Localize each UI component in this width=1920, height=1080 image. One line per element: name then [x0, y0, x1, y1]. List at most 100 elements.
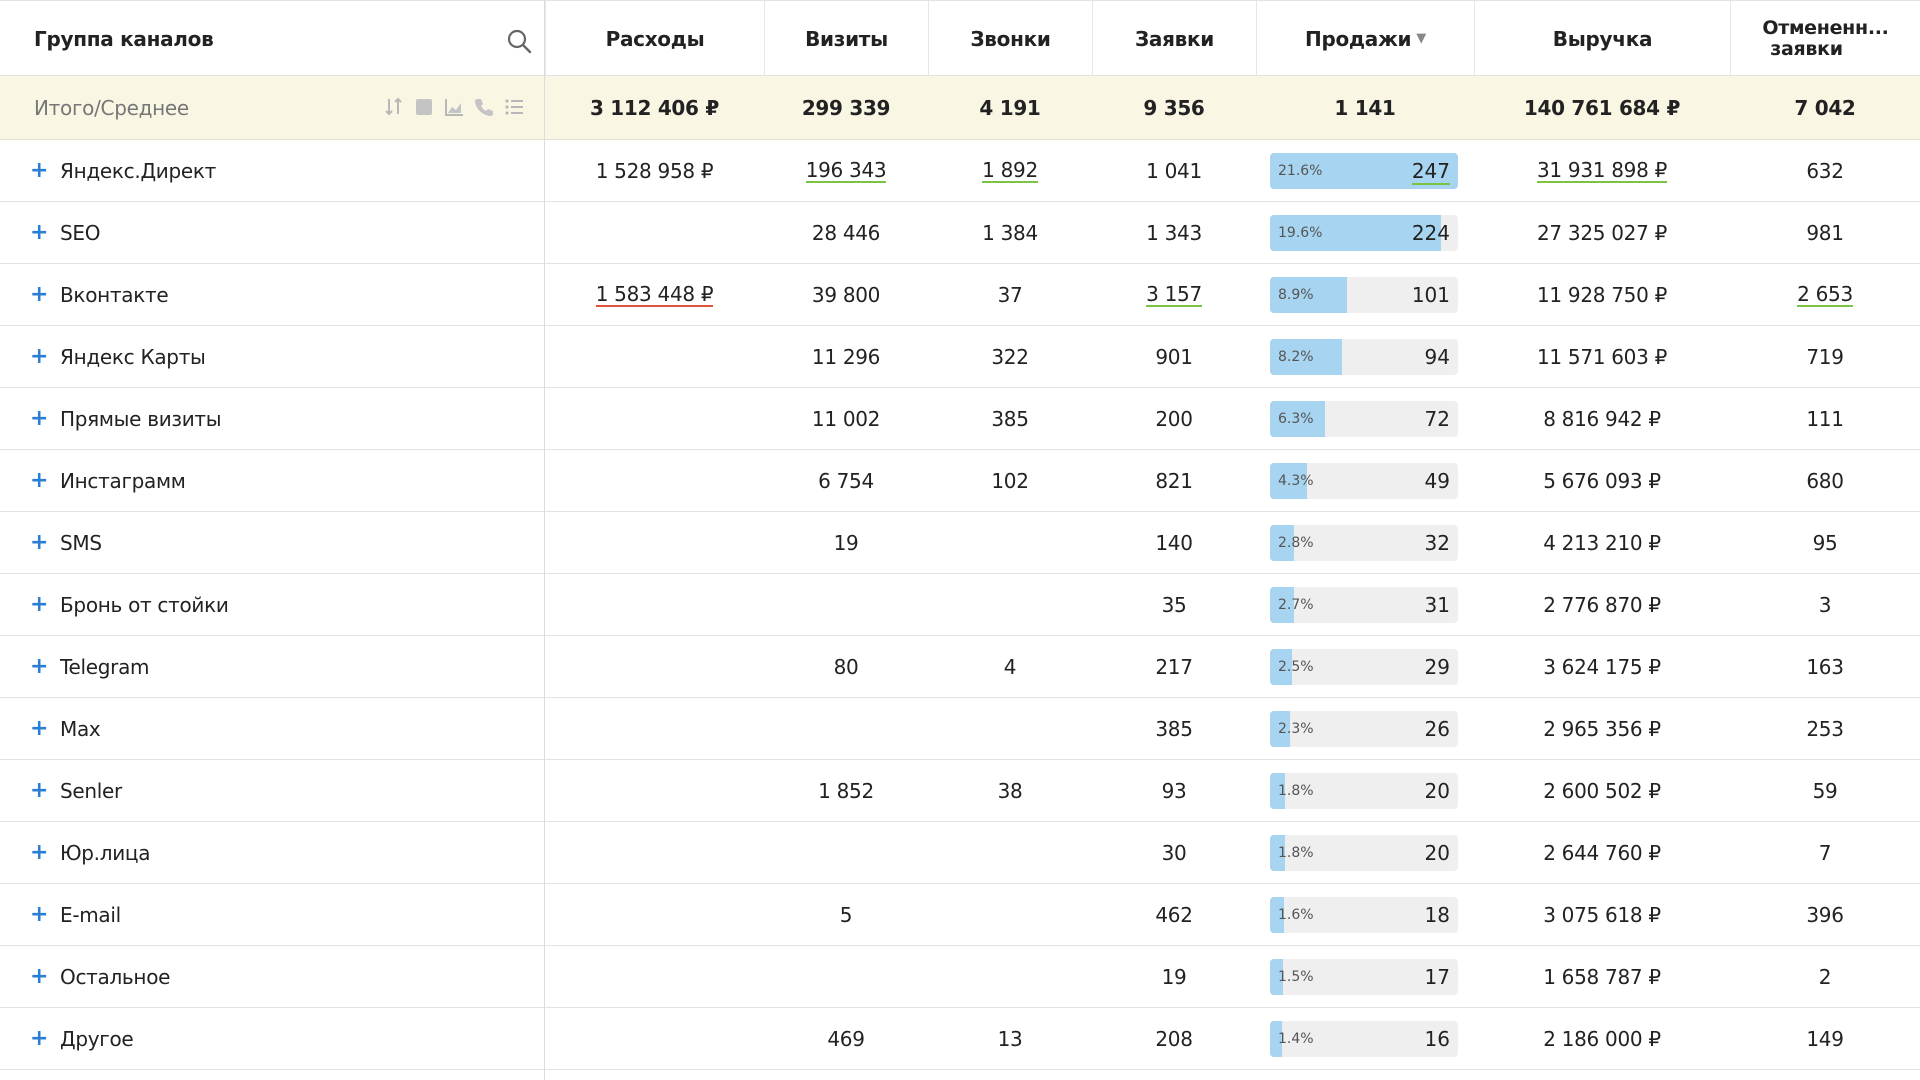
header-sales[interactable]: Продажи ▼	[1256, 1, 1474, 76]
calls-cell: 385	[928, 388, 1092, 449]
revenue-value: 3 624 175 ₽	[1543, 654, 1661, 679]
sales-share: 6.3%	[1278, 411, 1314, 427]
expand-plus-icon[interactable]: +	[30, 468, 49, 493]
header-calls[interactable]: Звонки	[928, 1, 1092, 76]
requests-value: 821	[1155, 468, 1193, 493]
channel-name[interactable]: Telegram	[60, 654, 150, 679]
phone-icon[interactable]	[473, 96, 495, 118]
sales-bar-fill	[1270, 401, 1325, 437]
expand-plus-icon[interactable]: +	[30, 282, 49, 307]
table-row[interactable]: + Юр.лица 30 1.8% 20 2 644 760 ₽ 7	[0, 822, 1920, 884]
cancelled-value: 981	[1806, 220, 1844, 245]
header-expenses[interactable]: Расходы	[545, 1, 764, 76]
channel-name[interactable]: Senler	[60, 778, 122, 803]
requests-cell: 1 343	[1092, 202, 1256, 263]
sales-bar-fill	[1270, 463, 1308, 499]
channel-name[interactable]: Юр.лица	[60, 840, 151, 865]
cancelled-value: 2 653	[1797, 281, 1853, 307]
cancelled-cell: 3	[1730, 574, 1920, 635]
expand-plus-icon[interactable]: +	[30, 840, 49, 865]
expand-plus-icon[interactable]: +	[30, 220, 49, 245]
expand-plus-icon[interactable]: +	[30, 902, 49, 927]
sales-bar: 2.7% 31	[1270, 587, 1458, 623]
area-chart-icon[interactable]	[443, 96, 465, 118]
cancelled-cell: 59	[1730, 760, 1920, 821]
expand-plus-icon[interactable]: +	[30, 158, 49, 183]
header-group-label: Группа каналов	[34, 26, 214, 51]
search-icon[interactable]	[506, 28, 532, 54]
requests-cell: 208	[1092, 1008, 1256, 1069]
cancelled-value: 396	[1806, 902, 1844, 927]
table-row[interactable]: + SEO 28 446 1 384 1 343 19.6% 224 27 32…	[0, 202, 1920, 264]
calls-value: 102	[991, 468, 1029, 493]
sales-bar: 2.3% 26	[1270, 711, 1458, 747]
channel-name[interactable]: Остальное	[60, 964, 171, 989]
table-row[interactable]: + Senler 1 852 38 93 1.8% 20 2 600 502 ₽…	[0, 760, 1920, 822]
cancelled-cell: 253	[1730, 698, 1920, 759]
table-row[interactable]: + Max 385 2.3% 26 2 965 356 ₽ 253	[0, 698, 1920, 760]
channel-cell: + Яндекс Карты	[0, 326, 545, 387]
totals-cancelled: 7 042	[1794, 95, 1856, 120]
table-row[interactable]: + Бронь от стойки 35 2.7% 31 2 776 870 ₽…	[0, 574, 1920, 636]
calls-cell	[928, 822, 1092, 883]
revenue-value: 2 186 000 ₽	[1543, 1026, 1661, 1051]
sort-icon[interactable]	[383, 96, 405, 118]
channel-name[interactable]: Яндекс.Директ	[60, 158, 216, 183]
sales-value-wrap: 247	[1411, 153, 1450, 189]
sales-value: 224	[1411, 221, 1450, 245]
table-row[interactable]: + Остальное 19 1.5% 17 1 658 787 ₽ 2	[0, 946, 1920, 1008]
sales-value-wrap: 224	[1412, 215, 1450, 251]
expand-plus-icon[interactable]: +	[30, 592, 49, 617]
sales-value: 32	[1424, 531, 1450, 555]
table-row[interactable]: + SMS 19 140 2.8% 32 4 213 210 ₽ 95	[0, 512, 1920, 574]
table-row[interactable]: + Прямые визиты 11 002 385 200 6.3% 72 8…	[0, 388, 1920, 450]
expand-plus-icon[interactable]: +	[30, 778, 49, 803]
table-row[interactable]: + E-mail 5 462 1.6% 18 3 075 618 ₽ 396	[0, 884, 1920, 946]
header-visits[interactable]: Визиты	[764, 1, 928, 76]
sales-bar: 1.4% 16	[1270, 1021, 1458, 1057]
expand-plus-icon[interactable]: +	[30, 406, 49, 431]
list-icon[interactable]	[503, 96, 525, 118]
channel-name[interactable]: Яндекс Карты	[60, 344, 206, 369]
expand-plus-icon[interactable]: +	[30, 344, 49, 369]
table-row[interactable]: + Яндекс.Директ 1 528 958 ₽ 196 343 1 89…	[0, 140, 1920, 202]
expand-plus-icon[interactable]: +	[30, 716, 49, 741]
header-revenue[interactable]: Выручка	[1474, 1, 1730, 76]
table-row[interactable]: + Вконтакте 1 583 448 ₽ 39 800 37 3 157 …	[0, 264, 1920, 326]
expand-plus-icon[interactable]: +	[30, 964, 49, 989]
calls-cell	[928, 698, 1092, 759]
channel-name[interactable]: E-mail	[60, 902, 121, 927]
channel-name[interactable]: Бронь от стойки	[60, 592, 229, 617]
table-row[interactable]: + Яндекс Карты 11 296 322 901 8.2% 94 11…	[0, 326, 1920, 388]
expand-plus-icon[interactable]: +	[30, 530, 49, 555]
sort-desc-icon[interactable]: ▼	[1416, 31, 1426, 46]
table-row[interactable]: + Другое 469 13 208 1.4% 16 2 186 000 ₽ …	[0, 1008, 1920, 1070]
requests-value: 385	[1155, 716, 1193, 741]
channel-cell: + Яндекс.Директ	[0, 140, 545, 201]
channel-name[interactable]: Инстаграмм	[60, 468, 186, 493]
sales-bar-fill	[1270, 587, 1294, 623]
calls-cell: 322	[928, 326, 1092, 387]
header-requests[interactable]: Заявки	[1092, 1, 1256, 76]
expand-plus-icon[interactable]: +	[30, 654, 49, 679]
totals-sales: 1 141	[1334, 95, 1396, 120]
header-group[interactable]: Группа каналов	[0, 1, 545, 76]
channel-name[interactable]: Прямые визиты	[60, 406, 222, 431]
channel-name[interactable]: Другое	[60, 1026, 134, 1051]
sales-share: 2.3%	[1278, 721, 1314, 737]
channel-name[interactable]: Max	[60, 716, 101, 741]
visits-cell	[764, 574, 928, 635]
channel-name[interactable]: Вконтакте	[60, 282, 169, 307]
cancelled-cell: 163	[1730, 636, 1920, 697]
square-icon[interactable]	[413, 96, 435, 118]
channel-name[interactable]: SEO	[60, 220, 101, 245]
sales-value: 29	[1424, 655, 1450, 679]
visits-cell: 11 296	[764, 326, 928, 387]
expenses-cell	[545, 698, 764, 759]
expand-plus-icon[interactable]: +	[30, 1026, 49, 1051]
header-cancelled[interactable]: Отмененн... заявки	[1730, 1, 1920, 76]
channel-name[interactable]: SMS	[60, 530, 102, 555]
table-row[interactable]: + Инстаграмм 6 754 102 821 4.3% 49 5 676…	[0, 450, 1920, 512]
table-row[interactable]: + Telegram 80 4 217 2.5% 29 3 624 175 ₽ …	[0, 636, 1920, 698]
requests-value: 217	[1155, 654, 1193, 679]
